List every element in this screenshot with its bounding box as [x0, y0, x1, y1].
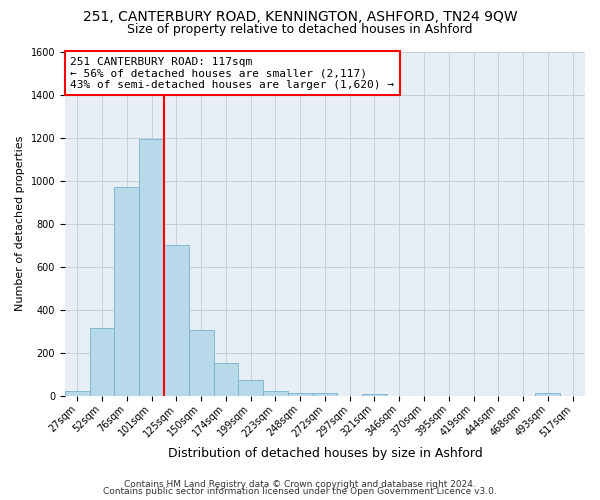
Text: 251, CANTERBURY ROAD, KENNINGTON, ASHFORD, TN24 9QW: 251, CANTERBURY ROAD, KENNINGTON, ASHFOR… [83, 10, 517, 24]
Bar [313, 393, 337, 396]
Text: 251 CANTERBURY ROAD: 117sqm
← 56% of detached houses are smaller (2,117)
43% of : 251 CANTERBURY ROAD: 117sqm ← 56% of det… [70, 56, 394, 90]
Bar [65, 390, 89, 396]
Bar [189, 330, 214, 396]
Bar [164, 246, 189, 396]
Bar [263, 390, 288, 396]
Bar [115, 187, 139, 396]
Bar [288, 393, 313, 396]
Bar [214, 362, 238, 396]
Text: Contains public sector information licensed under the Open Government Licence v3: Contains public sector information licen… [103, 487, 497, 496]
Bar [362, 394, 387, 396]
Bar [238, 380, 263, 396]
Bar [139, 138, 164, 396]
Text: Contains HM Land Registry data © Crown copyright and database right 2024.: Contains HM Land Registry data © Crown c… [124, 480, 476, 489]
Bar [89, 328, 115, 396]
Bar [535, 393, 560, 396]
Text: Size of property relative to detached houses in Ashford: Size of property relative to detached ho… [127, 22, 473, 36]
Y-axis label: Number of detached properties: Number of detached properties [15, 136, 25, 312]
X-axis label: Distribution of detached houses by size in Ashford: Distribution of detached houses by size … [167, 447, 482, 460]
